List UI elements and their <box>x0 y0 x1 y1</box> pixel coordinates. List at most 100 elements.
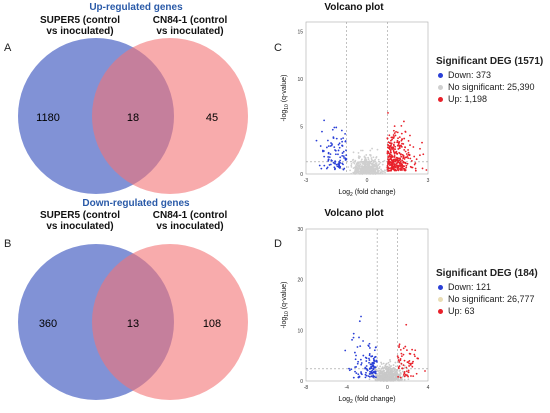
point-up <box>403 120 405 123</box>
point-up <box>393 132 396 135</box>
point-down <box>374 371 377 374</box>
venn-up-right-label-line2: vs inoculated) <box>156 26 224 37</box>
point-nonsignificant <box>398 379 400 382</box>
point-nonsignificant <box>359 167 362 170</box>
point-nonsignificant <box>389 367 392 370</box>
point-up <box>414 349 417 352</box>
legend-item-nonsig: No significant: 26,777 <box>436 293 538 305</box>
point-up <box>387 156 389 158</box>
point-down <box>354 366 356 369</box>
point-nonsignificant <box>368 170 371 173</box>
point-nonsignificant <box>378 369 381 372</box>
point-up <box>407 149 409 151</box>
point-down <box>344 349 347 352</box>
venn-down-only-left-count: 360 <box>39 318 57 330</box>
point-nonsignificant <box>355 162 358 165</box>
point-up <box>397 375 400 378</box>
point-up <box>388 134 391 137</box>
point-up <box>387 151 390 154</box>
point-up <box>400 362 403 365</box>
volcano-d-legend: Significant DEG (184) Down: 121 No signi… <box>436 268 538 317</box>
point-nonsignificant <box>367 165 370 167</box>
point-nonsignificant <box>396 369 398 372</box>
point-nonsignificant <box>372 172 375 175</box>
x-tick-label: -4 <box>344 385 349 391</box>
x-tick-label: 0 <box>386 385 389 391</box>
point-up <box>406 374 409 377</box>
point-up <box>408 360 411 362</box>
point-up <box>386 146 389 149</box>
point-down <box>339 156 342 159</box>
point-up <box>407 375 409 378</box>
point-nonsignificant <box>379 172 381 175</box>
point-down <box>338 162 340 165</box>
point-up <box>413 155 416 158</box>
point-up <box>400 139 403 142</box>
point-nonsignificant <box>367 156 369 159</box>
point-nonsignificant <box>350 172 353 175</box>
venn-down-right-label-line2: vs inoculated) <box>156 221 224 232</box>
point-nonsignificant <box>389 359 391 361</box>
volcano-d-plot: -8 -4 0 4 0 10 20 30 Log2 (fold change) -log10 (q… <box>281 227 430 405</box>
point-down <box>331 159 333 162</box>
legend-down-label: Down: 373 <box>448 70 492 80</box>
point-up <box>414 355 416 358</box>
point-up <box>415 372 418 375</box>
point-up <box>396 152 398 155</box>
point-nonsignificant <box>350 162 353 165</box>
point-nonsignificant <box>350 164 353 167</box>
point-up <box>405 164 408 167</box>
point-nonsignificant <box>370 157 373 159</box>
point-up <box>419 154 421 157</box>
point-up <box>392 161 395 164</box>
legend-item-nonsig: No significant: 25,390 <box>436 81 543 93</box>
point-up <box>389 153 392 156</box>
point-down <box>354 370 356 373</box>
point-up <box>401 159 404 162</box>
point-nonsignificant <box>372 167 375 170</box>
point-up <box>394 145 397 148</box>
point-nonsignificant <box>382 170 385 173</box>
point-up <box>424 370 426 372</box>
point-nonsignificant <box>375 156 378 158</box>
point-nonsignificant <box>394 368 396 371</box>
point-up <box>388 163 391 165</box>
point-up <box>398 146 401 149</box>
point-down <box>364 376 367 379</box>
point-down <box>368 352 371 355</box>
point-nonsignificant <box>385 363 387 366</box>
point-up <box>398 343 401 346</box>
point-up <box>393 144 395 147</box>
point-nonsignificant <box>378 378 381 381</box>
point-nonsignificant <box>390 365 392 367</box>
venn-up-right-label: CN84-1 (control vs inoculated) <box>134 15 246 37</box>
point-down <box>332 137 335 140</box>
point-up <box>403 359 406 362</box>
point-nonsignificant <box>352 151 355 154</box>
point-nonsignificant <box>368 172 371 175</box>
point-up <box>392 134 395 136</box>
point-nonsignificant <box>363 155 366 158</box>
point-down <box>327 156 330 158</box>
point-down <box>373 359 375 362</box>
point-nonsignificant <box>355 166 358 169</box>
point-down <box>355 372 358 375</box>
legend-up-dot-icon <box>438 96 443 102</box>
point-nonsignificant <box>360 149 362 152</box>
point-up <box>387 144 390 147</box>
y-tick-label: 20 <box>297 278 303 284</box>
point-nonsignificant <box>378 372 380 375</box>
point-down <box>339 161 342 164</box>
point-up <box>386 137 389 140</box>
point-nonsignificant <box>365 154 368 156</box>
legend-nonsig-dot-icon <box>438 84 443 90</box>
y-tick-label: 10 <box>297 328 303 334</box>
panel-label-a: A <box>4 42 12 54</box>
point-up <box>396 131 399 134</box>
point-down <box>345 154 348 157</box>
point-down <box>368 357 370 360</box>
point-nonsignificant <box>375 379 377 382</box>
point-up <box>400 355 403 358</box>
venn-up-only-right-count: 45 <box>206 112 218 124</box>
